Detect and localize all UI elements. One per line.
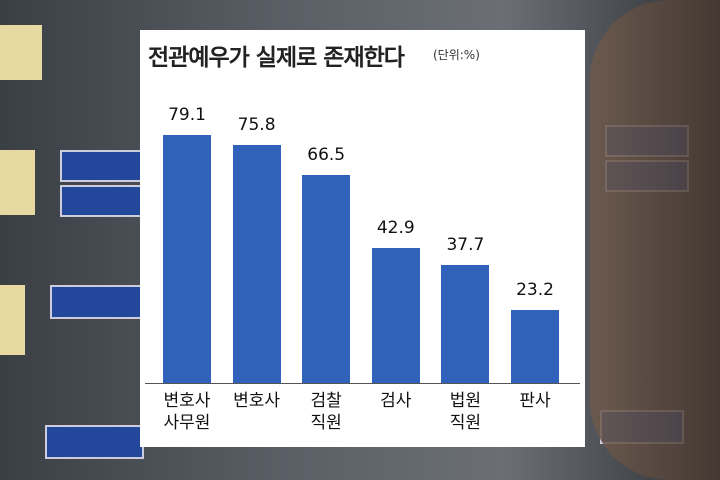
chart: 전관예우가 실제로 존재한다 (단위:%) 변호사 사무원 79.1 변호사 75.8… (140, 30, 585, 447)
x-tick-label: 법원 직원 (449, 391, 482, 433)
bar (441, 264, 490, 383)
x-tick-label: 검찰 직원 (310, 391, 342, 433)
background-sign (0, 150, 35, 215)
value-label: 79.1 (168, 105, 206, 125)
value-label: 75.8 (237, 115, 276, 136)
bar (302, 174, 351, 383)
background-person (590, 0, 720, 480)
background-sign (45, 425, 144, 459)
x-tick-label: 검사 (380, 391, 412, 411)
chart-title: 전관예우가 실제로 존재한다 (148, 45, 405, 71)
value-label: 23.2 (516, 280, 554, 301)
bar (232, 145, 281, 383)
bar (371, 248, 420, 383)
background-sign (0, 25, 42, 80)
baseline (145, 383, 580, 384)
background-sign (60, 185, 144, 217)
x-tick-label: 변호사 (233, 391, 281, 411)
x-tick-label: 판사 (519, 391, 551, 411)
bar (511, 310, 559, 383)
background-sign (0, 285, 25, 355)
value-label: 42.9 (376, 218, 415, 239)
x-tick-label: 변호사 사무원 (163, 391, 211, 433)
bar (163, 135, 211, 383)
value-label: 37.7 (446, 234, 485, 255)
background-sign (60, 150, 144, 182)
value-label: 66.5 (307, 144, 346, 165)
chart-subtitle: (단위:%) (433, 48, 480, 62)
background-sign (50, 285, 144, 319)
